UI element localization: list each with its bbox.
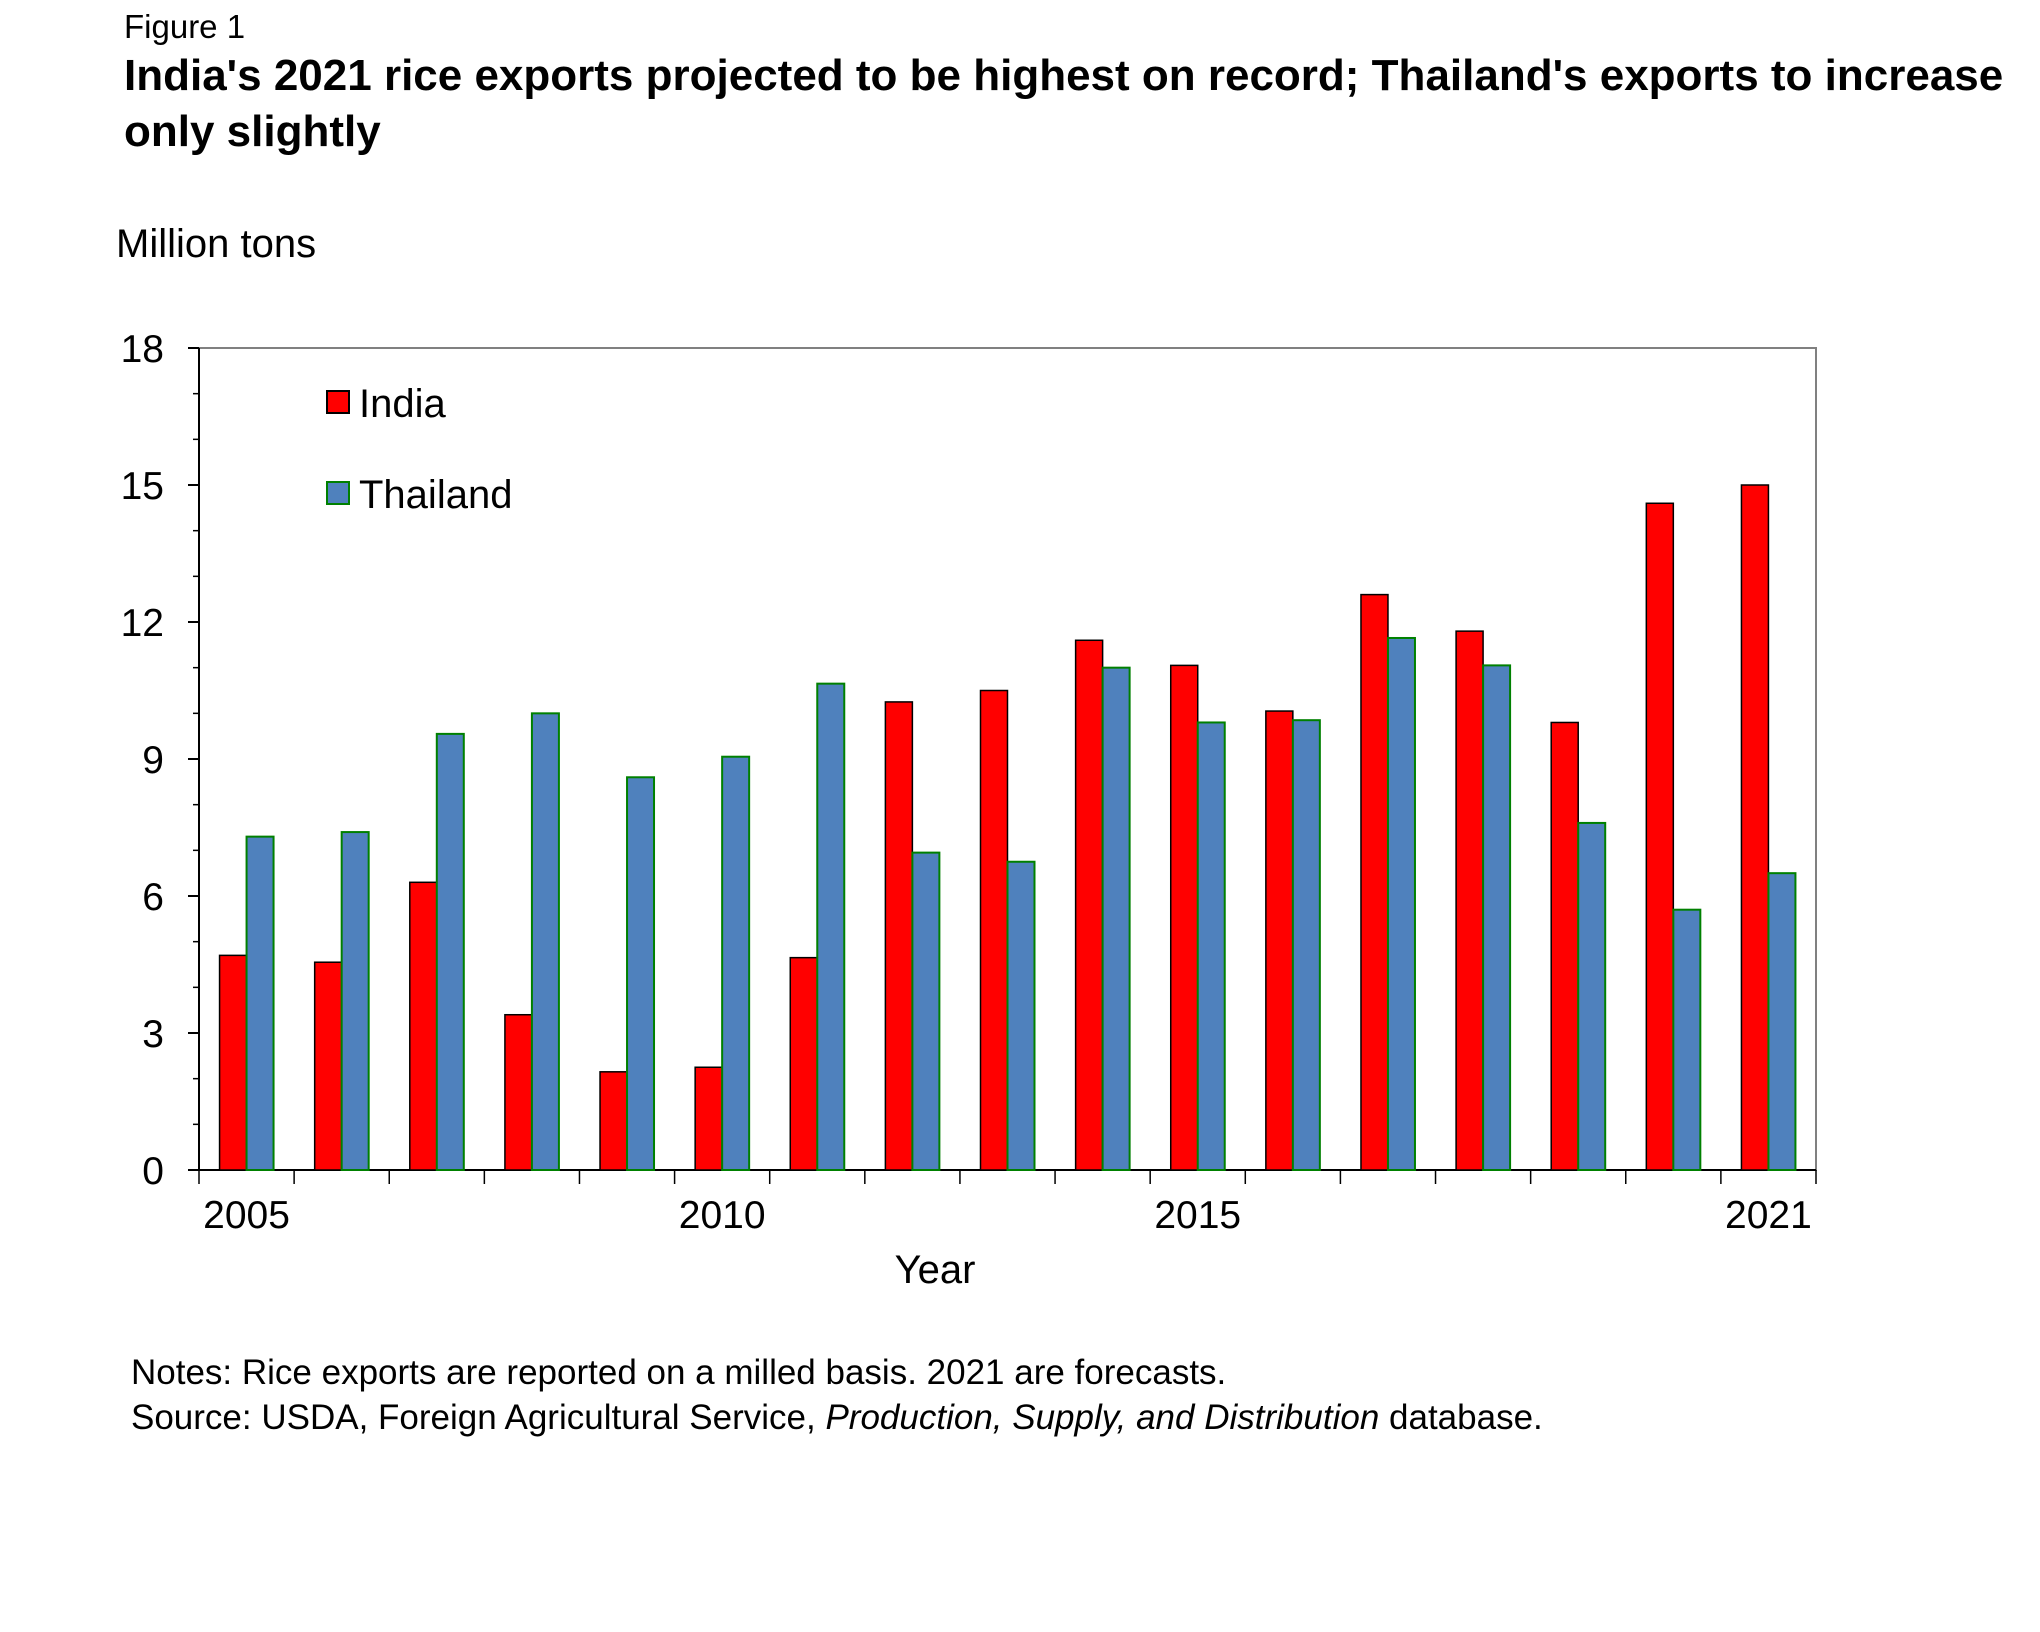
bar-india bbox=[1740, 484, 1770, 1171]
legend-label-thailand: Thailand bbox=[359, 473, 512, 517]
chart-notes: Notes: Rice exports are reported on a mi… bbox=[131, 1350, 1543, 1440]
legend-swatch-thailand bbox=[326, 481, 350, 505]
bar-thailand bbox=[340, 831, 370, 1171]
x-tick-label: 2021 bbox=[1725, 1194, 1812, 1237]
y-axis-unit-label: Million tons bbox=[116, 222, 317, 266]
y-tick-label: 18 bbox=[121, 328, 164, 371]
bar-india bbox=[409, 881, 438, 1171]
y-tick-label: 0 bbox=[142, 1150, 164, 1193]
bar-thailand bbox=[911, 851, 941, 1171]
bar-thailand bbox=[1006, 860, 1036, 1171]
bar-india bbox=[504, 1013, 533, 1171]
bar-india bbox=[884, 701, 914, 1171]
bar-thailand bbox=[1577, 821, 1607, 1172]
x-tick-label: 2005 bbox=[203, 1194, 290, 1237]
bar-india bbox=[1169, 664, 1199, 1171]
chart-title: India's 2021 rice exports projected to b… bbox=[124, 51, 2004, 156]
bar-thailand bbox=[530, 712, 560, 1171]
y-tick-label: 15 bbox=[121, 465, 164, 508]
bar-thailand bbox=[816, 682, 846, 1172]
y-tick-label: 9 bbox=[142, 739, 164, 782]
bar-india bbox=[1645, 502, 1675, 1171]
y-tick-label: 6 bbox=[142, 876, 164, 919]
source-italic: Production, Supply, and Distribution bbox=[825, 1398, 1380, 1437]
bar-india bbox=[1455, 630, 1484, 1171]
bar-india bbox=[599, 1071, 628, 1171]
source-line: Source: USDA, Foreign Agricultural Servi… bbox=[131, 1395, 1543, 1440]
x-tick-label: 2010 bbox=[679, 1194, 766, 1237]
x-axis-title: Year bbox=[895, 1248, 976, 1292]
bar-thailand bbox=[1101, 666, 1131, 1172]
bar-thailand bbox=[1196, 721, 1226, 1171]
legend-swatch-india bbox=[326, 390, 350, 414]
bar-thailand bbox=[1767, 872, 1797, 1172]
source-suffix: database. bbox=[1379, 1398, 1543, 1437]
legend-label-india: India bbox=[359, 382, 446, 426]
y-tick-label: 12 bbox=[121, 602, 164, 645]
bar-thailand bbox=[1386, 636, 1416, 1171]
bar-india bbox=[1550, 721, 1579, 1171]
bar-thailand bbox=[721, 755, 751, 1171]
y-tick-label: 3 bbox=[142, 1013, 164, 1056]
source-prefix: Source: USDA, Foreign Agricultural Servi… bbox=[131, 1398, 826, 1437]
bar-thailand bbox=[435, 732, 465, 1172]
bar-india bbox=[313, 961, 343, 1171]
x-tick-label: 2015 bbox=[1154, 1194, 1241, 1237]
figure-label: Figure 1 bbox=[124, 8, 246, 45]
bar-india bbox=[218, 954, 248, 1171]
bar-thailand bbox=[1482, 664, 1512, 1172]
bar-india bbox=[1360, 593, 1389, 1171]
bar-india bbox=[979, 689, 1009, 1171]
bar-thailand bbox=[626, 776, 656, 1171]
bar-india bbox=[1265, 710, 1294, 1171]
bar-thailand bbox=[1291, 719, 1321, 1172]
bar-india bbox=[694, 1066, 723, 1171]
bar-india bbox=[1074, 639, 1104, 1171]
bar-india bbox=[789, 956, 819, 1171]
bar-thailand bbox=[245, 835, 275, 1172]
notes-line: Notes: Rice exports are reported on a mi… bbox=[131, 1353, 1227, 1392]
bar-thailand bbox=[1672, 908, 1702, 1171]
